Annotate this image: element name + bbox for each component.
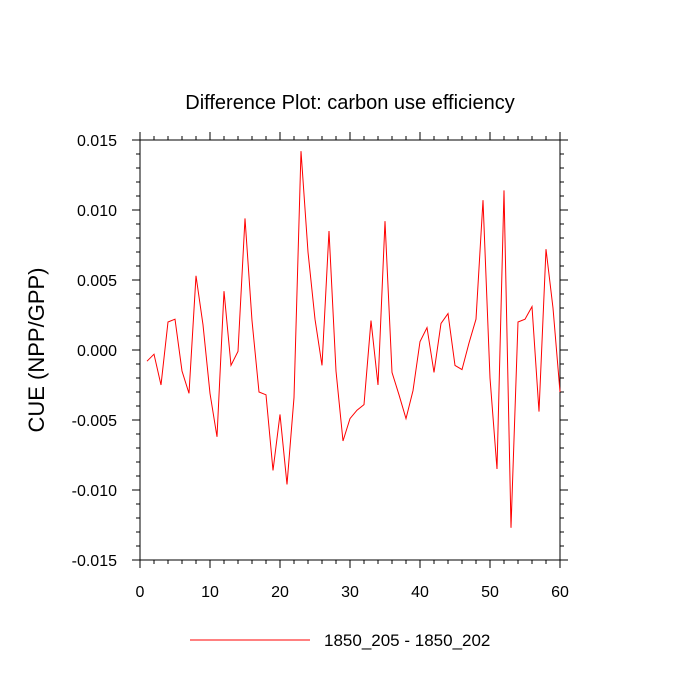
plot-frame — [139, 139, 561, 561]
legend: 1850_205 - 1850_202 — [190, 631, 490, 650]
y-tick-label: 0.005 — [77, 273, 117, 290]
y-tick-label: -0.015 — [72, 553, 117, 570]
chart-title: Difference Plot: carbon use efficiency — [185, 92, 514, 114]
y-tick-label: 0.015 — [77, 133, 117, 150]
y-axis: -0.015 -0.010 -0.005 0.000 0.005 0.010 0.015 — [72, 133, 568, 570]
x-axis: 0 10 20 30 40 50 60 — [136, 132, 569, 601]
y-tick-label: 0.000 — [77, 343, 117, 360]
y-tick-label: -0.010 — [72, 483, 117, 500]
x-tick-label: 40 — [411, 584, 429, 601]
legend-label: 1850_205 - 1850_202 — [324, 631, 490, 650]
x-tick-label: 60 — [551, 584, 569, 601]
x-tick-label: 20 — [271, 584, 289, 601]
x-tick-label: 0 — [136, 584, 145, 601]
x-tick-label: 50 — [481, 584, 499, 601]
x-tick-label: 30 — [341, 584, 359, 601]
x-tick-label: 10 — [201, 584, 219, 601]
minor-ticks — [136, 136, 564, 564]
y-tick-label: -0.005 — [72, 413, 117, 430]
series-line — [146, 151, 561, 528]
y-tick-label: 0.010 — [77, 203, 117, 220]
y-axis-label: CUE (NPP/GPP) — [24, 267, 49, 432]
series-points — [146, 151, 560, 529]
